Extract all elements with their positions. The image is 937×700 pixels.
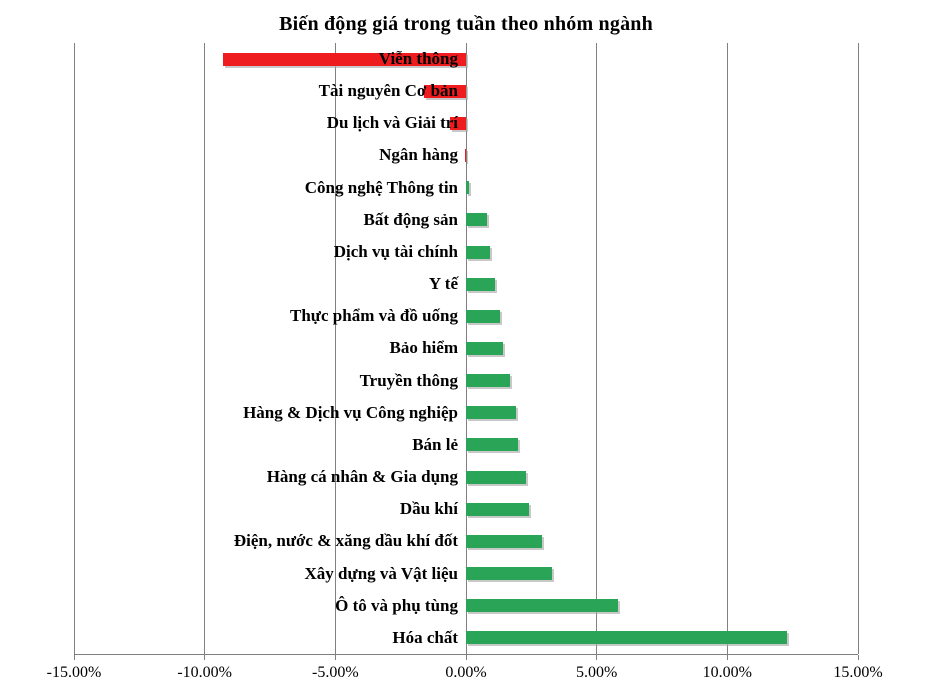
bar-positive: [466, 245, 490, 259]
category-label: Thực phẩm và đồ uống: [290, 306, 458, 326]
axis-tick-label: -5.00%: [312, 664, 359, 681]
bar-negative: [424, 84, 466, 98]
category-label: Tài nguyên Cơ bản: [318, 81, 458, 101]
category-label: Dịch vụ tài chính: [333, 241, 458, 261]
bar-positive: [466, 277, 495, 291]
gridline: [596, 43, 598, 654]
gridline: [334, 43, 336, 654]
bar-positive: [466, 374, 511, 388]
category-label: Bán lẻ: [412, 434, 458, 454]
x-axis: -15.00% -10.00% -5.00% 0.00% 5.00% 10.00% 15.0…: [47, 655, 883, 685]
category-label: Bảo hiểm: [389, 338, 458, 358]
category-label: Xây dựng và Vật liệu: [304, 563, 458, 583]
category-label: Y tế: [428, 274, 458, 294]
category-label: Bất động sản: [363, 209, 458, 229]
category-label: Ô tô và phụ tùng: [335, 595, 458, 615]
axis-tick-mark: [334, 655, 336, 660]
chart-title: Biến động giá trong tuần theo nhóm ngành: [279, 13, 653, 35]
axis-tick-mark: [726, 655, 728, 660]
axis-tick-label: 0.00%: [445, 664, 487, 681]
axis-tick-label: 5.00%: [575, 664, 618, 681]
axis-tick-label: 10.00%: [702, 664, 752, 681]
bar-positive: [466, 181, 469, 195]
category-label: Hàng & Dịch vụ Công nghiệp: [243, 402, 458, 422]
category-label: Truyền thông: [359, 370, 458, 390]
axis-tick-mark: [596, 655, 598, 660]
bar-positive: [466, 438, 519, 452]
category-label: Công nghệ Thông tin: [304, 177, 458, 197]
bar-positive: [466, 599, 618, 613]
bar-positive: [466, 631, 788, 645]
category-label: Điện, nước & xăng dầu khí đốt: [233, 531, 458, 551]
category-label: Hóa chất: [392, 627, 458, 647]
bar-negative: [450, 116, 466, 130]
bar-negative: [222, 52, 466, 66]
category-label: Hàng cá nhân & Gia dụng: [266, 467, 458, 487]
gridline: [204, 43, 206, 654]
bar-negative: [464, 149, 466, 163]
category-label: Du lịch và Giải trí: [326, 113, 458, 133]
category-label: Dầu khí: [399, 499, 458, 519]
axis-tick-label: -10.00%: [177, 664, 232, 681]
gridline: [73, 43, 75, 654]
bar-positive: [466, 309, 500, 323]
axis-tick-label: -15.00%: [46, 664, 102, 681]
gridline: [857, 43, 859, 654]
axis-tick-mark: [73, 655, 75, 660]
bar-positive: [466, 213, 487, 227]
plot-area: Viễn thông Tài nguyên Cơ bản Du lịch và Gi…: [73, 43, 859, 655]
bar-positive: [466, 567, 553, 581]
bar-positive: [466, 470, 527, 484]
bar-positive: [466, 342, 503, 355]
axis-tick-mark: [465, 655, 467, 660]
bar-positive: [466, 406, 516, 420]
bar-positive: [466, 502, 529, 516]
gridline: [726, 43, 728, 654]
bar-positive: [466, 534, 542, 548]
category-label: Ngân hàng: [379, 145, 458, 165]
axis-tick-label: 15.00%: [833, 664, 883, 681]
axis-tick-mark: [857, 655, 859, 660]
category-label: Viễn thông: [378, 49, 458, 68]
axis-tick-mark: [204, 655, 206, 660]
